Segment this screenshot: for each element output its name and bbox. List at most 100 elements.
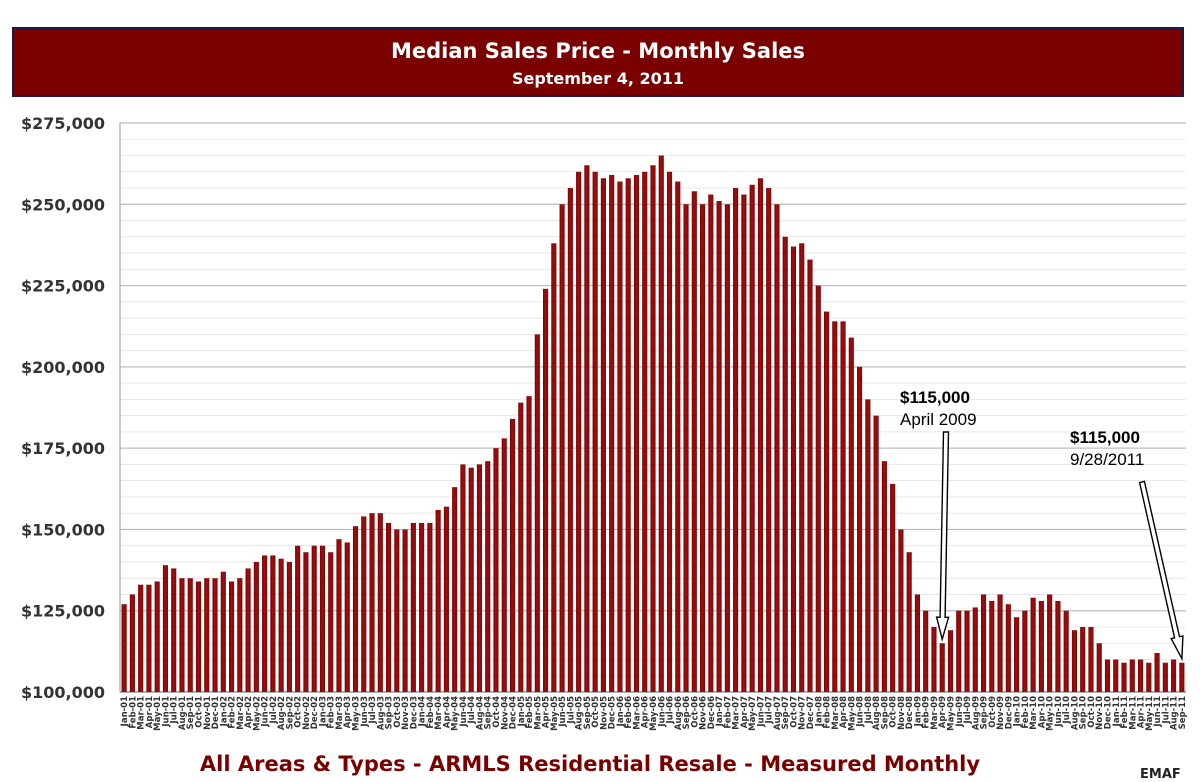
x-tick-label: Jun-04 (459, 696, 469, 728)
x-tick-label: Sep-11 (1178, 696, 1188, 729)
x-tick-label: Oct-05 (591, 696, 601, 728)
x-tick-label: May-03 (352, 696, 362, 731)
x-tick-label: Oct-07 (789, 696, 799, 728)
bar (534, 334, 540, 692)
bar (774, 204, 780, 693)
x-tick-label: Aug-10 (1070, 696, 1080, 730)
bar (551, 243, 557, 692)
x-tick-label: Jun-10 (1054, 696, 1064, 728)
x-tick-label: Feb-03 (327, 696, 337, 729)
bar (766, 188, 772, 692)
x-tick-label: Jun-11 (1153, 696, 1163, 728)
x-tick-label: Jun-06 (657, 696, 667, 728)
bar (807, 259, 813, 692)
bar (460, 464, 466, 692)
x-tick-label: Aug-02 (277, 696, 287, 730)
x-tick-label: Jun-08 (856, 696, 866, 728)
x-tick-label: Feb-05 (525, 696, 535, 729)
bar (245, 568, 251, 692)
x-axis-ticks: Jan-01Feb-01Mar-01Apr-01May-01Jun-01Jul-… (120, 696, 1188, 731)
x-tick-label: Jan-03 (318, 696, 328, 727)
x-tick-label: Feb-11 (1120, 696, 1130, 729)
x-tick-label: Sep-07 (781, 696, 791, 729)
bar (187, 578, 193, 692)
x-tick-label: Aug-01 (178, 696, 188, 730)
bar (1154, 652, 1160, 692)
x-tick-label: Jul-06 (666, 696, 676, 725)
bar (691, 191, 697, 692)
x-tick-label: Jan-08 (814, 696, 824, 727)
bar (724, 204, 730, 693)
bar (443, 506, 449, 692)
bar (980, 594, 987, 692)
x-tick-label: Jun-07 (756, 696, 766, 728)
x-tick-label: Apr-02 (244, 696, 254, 728)
bar (361, 516, 367, 692)
x-tick-label: Sep-08 (880, 696, 890, 729)
x-tick-label: Sep-02 (285, 696, 295, 729)
bar (741, 194, 747, 692)
bar (154, 581, 160, 692)
bar (476, 464, 483, 692)
x-tick-label: Oct-10 (1087, 696, 1097, 728)
x-tick-label: Apr-05 (542, 696, 552, 728)
bar (931, 626, 937, 692)
x-tick-label: Mar-02 (236, 696, 246, 730)
bar (352, 526, 359, 692)
x-tick-label: Oct-03 (393, 696, 403, 728)
bar (228, 581, 235, 692)
x-tick-label: Nov-04 (500, 696, 510, 730)
bar (427, 522, 433, 692)
x-tick-label: Oct-04 (492, 696, 502, 728)
bar (328, 552, 334, 692)
x-tick-label: Mar-06 (632, 696, 642, 730)
x-tick-label: Nov-03 (401, 696, 411, 730)
x-tick-label: May-11 (1145, 696, 1155, 731)
x-tick-label: Jul-04 (467, 696, 477, 725)
bar (989, 600, 995, 692)
bar (906, 552, 912, 692)
x-tick-label: Aug-11 (1170, 696, 1180, 730)
x-tick-label: Jun-01 (161, 696, 171, 728)
x-tick-label: Mar-07 (732, 696, 742, 730)
bar (410, 522, 416, 692)
bar (576, 171, 582, 692)
annotation-date: 9/28/2011 (1070, 450, 1144, 469)
bar (543, 288, 549, 692)
y-tick-label: $250,000 (21, 195, 105, 214)
bar (947, 630, 954, 692)
x-tick-label: Sep-09 (980, 696, 990, 729)
annotation-arrow (935, 431, 950, 642)
bar (485, 461, 491, 692)
bar (890, 483, 896, 692)
x-tick-label: Nov-02 (302, 696, 312, 730)
bar (700, 204, 706, 693)
bar (914, 594, 920, 692)
bar (1038, 600, 1044, 692)
bar (1005, 604, 1011, 692)
bar (923, 610, 929, 692)
bar (195, 581, 202, 692)
annotation-arrow (1138, 480, 1184, 662)
annotation-value: $115,000 (1070, 428, 1140, 447)
x-tick-label: Mar-08 (831, 696, 841, 730)
x-tick-label: Nov-10 (1095, 696, 1105, 730)
x-tick-label: Feb-04 (426, 696, 436, 729)
x-tick-label: Mar-10 (1029, 696, 1039, 730)
x-tick-label: Dec-07 (806, 696, 816, 729)
bar (782, 236, 788, 693)
bar (600, 178, 606, 692)
bar (369, 513, 375, 692)
x-tick-label: Feb-08 (823, 696, 833, 729)
bar (625, 178, 631, 692)
chart-subtitle: September 4, 2011 (511, 69, 685, 88)
bar (1104, 659, 1111, 692)
x-tick-label: Jun-02 (261, 696, 271, 728)
bar (1055, 600, 1061, 692)
bar (1129, 659, 1135, 692)
bar (898, 529, 904, 692)
x-tick-label: Nov-05 (599, 696, 609, 730)
bar (121, 604, 127, 692)
x-tick-label: Apr-04 (442, 696, 452, 728)
bar (501, 438, 507, 692)
